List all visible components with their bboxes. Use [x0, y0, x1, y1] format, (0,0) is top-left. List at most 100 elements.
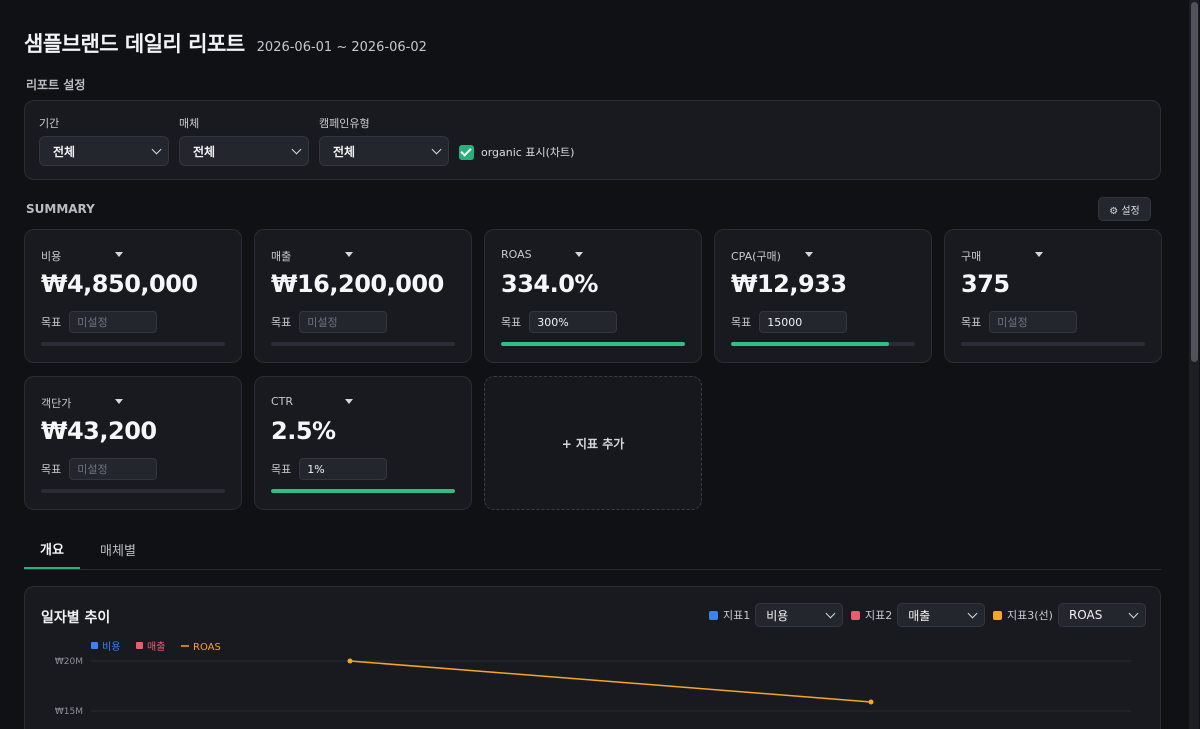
period-filter-label: 기간	[39, 117, 60, 130]
header: 샘플브랜드 데일리 리포트 2026-06-01 ~ 2026-06-02	[24, 28, 427, 58]
media-filter-label: 매체	[179, 117, 200, 130]
page-title: 샘플브랜드 데일리 리포트	[24, 32, 245, 56]
kpi-label[interactable]: CTR	[271, 395, 353, 408]
chevron-down-icon	[291, 144, 302, 154]
goal-label: 목표	[501, 316, 522, 329]
roas-point	[868, 699, 874, 705]
metric3-color-swatch	[993, 610, 1002, 620]
goal-progress-fill	[501, 342, 685, 346]
kpi-value: ₩4,850,000	[41, 270, 198, 298]
kpi-value: 334.0%	[501, 270, 598, 298]
add-metric-button[interactable]: + 지표 추가	[484, 376, 702, 510]
report-settings-label: 리포트 설정	[26, 78, 86, 92]
goal-row: 목표 미설정	[41, 458, 158, 480]
media-filter: 매체 전체	[179, 115, 309, 166]
roas-series-line	[349, 660, 872, 703]
goal-label: 목표	[731, 316, 752, 329]
period-select-value: 전체	[53, 144, 76, 159]
caret-down-icon[interactable]	[575, 252, 583, 257]
date-range: 2026-06-01 ~ 2026-06-02	[256, 40, 427, 55]
kpi-label-text: 구매	[961, 250, 982, 263]
metric3-select[interactable]: ROAS	[1057, 603, 1146, 627]
campaign-type-select[interactable]: 전체	[319, 136, 449, 166]
campaign-type-filter: 캠페인유형 전체	[319, 115, 449, 166]
kpi-card-cost: 비용 ₩4,850,000 목표 미설정	[24, 229, 242, 363]
tab-by-media[interactable]: 매체별	[100, 543, 136, 559]
tab-overview[interactable]: 개요	[24, 530, 80, 569]
period-filter: 기간 전체	[39, 115, 169, 166]
kpi-card-roas: ROAS 334.0% 목표 300%	[484, 229, 702, 363]
legend-swatch-1	[136, 642, 143, 649]
goal-progress-bar	[41, 489, 225, 493]
organic-checkbox-label: organic 표시(차트)	[481, 146, 575, 159]
kpi-label[interactable]: 매출	[271, 248, 353, 264]
kpi-label[interactable]: 비용	[41, 248, 123, 264]
caret-down-icon[interactable]	[115, 399, 123, 404]
report-settings-panel: 기간 전체 매체 전체 캠페인유형 전체 organic 표시(차트)	[24, 100, 1161, 180]
y-tick-label: ₩20M	[55, 657, 83, 667]
goal-progress-bar	[961, 342, 1145, 346]
metric2-selector: 지표2 매출	[851, 603, 986, 627]
goal-input[interactable]: 300%	[529, 311, 618, 333]
kpi-label[interactable]: 구매	[961, 248, 1043, 264]
goal-progress-bar	[501, 342, 685, 346]
metric1-selector: 지표1 비용	[709, 603, 844, 627]
chevron-down-icon	[431, 144, 442, 154]
media-select[interactable]: 전체	[179, 136, 309, 166]
caret-down-icon[interactable]	[345, 399, 353, 404]
metric1-select[interactable]: 비용	[755, 603, 844, 627]
goal-label: 목표	[41, 316, 62, 329]
kpi-label[interactable]: CPA(구매)	[731, 248, 813, 264]
summary-label: SUMMARY	[26, 202, 95, 216]
y-tick-label: ₩15M	[55, 707, 83, 717]
legend-label-0: 비용	[102, 641, 120, 653]
kpi-card-revenue: 매출 ₩16,200,000 목표 미설정	[254, 229, 472, 363]
kpi-card-ctr: CTR 2.5% 목표 1%	[254, 376, 472, 510]
goal-progress-bar	[41, 342, 225, 346]
daily-trend-panel: 일자별 추이 지표1 비용 지표2 매출 지표3(선) ROAS	[24, 586, 1161, 729]
goal-input[interactable]: 미설정	[299, 311, 388, 333]
goal-input[interactable]: 미설정	[69, 458, 158, 480]
goal-input[interactable]: 15000	[759, 311, 848, 333]
goal-row: 목표 300%	[501, 311, 618, 333]
caret-down-icon[interactable]	[115, 252, 123, 257]
kpi-card-cpa: CPA(구매) ₩12,933 목표 15000	[714, 229, 932, 363]
metric3-selector: 지표3(선) ROAS	[993, 603, 1146, 627]
campaign-type-filter-label: 캠페인유형	[319, 117, 370, 130]
period-select[interactable]: 전체	[39, 136, 169, 166]
goal-progress-bar	[271, 342, 455, 346]
goal-label: 목표	[961, 316, 982, 329]
kpi-label[interactable]: 객단가	[41, 395, 123, 411]
kpi-value: ₩16,200,000	[271, 270, 444, 298]
goal-progress-bar	[271, 489, 455, 493]
kpi-value: ₩12,933	[731, 270, 847, 298]
goal-row: 목표 미설정	[271, 311, 388, 333]
caret-down-icon[interactable]	[345, 252, 353, 257]
daily-trend-title: 일자별 추이	[41, 610, 111, 626]
roas-point	[347, 658, 353, 664]
kpi-card-aov: 객단가 ₩43,200 목표 미설정	[24, 376, 242, 510]
caret-down-icon[interactable]	[1035, 252, 1043, 257]
kpi-value: 2.5%	[271, 417, 336, 445]
caret-down-icon[interactable]	[805, 252, 813, 257]
legend-swatch-0	[91, 642, 98, 649]
summary-settings-button[interactable]: ⚙ 설정	[1098, 197, 1151, 221]
scrollbar-thumb[interactable]	[1191, 2, 1198, 362]
goal-input[interactable]: 1%	[299, 458, 388, 480]
goal-label: 목표	[271, 463, 292, 476]
kpi-label-text: ROAS	[501, 248, 532, 261]
metric3-select-value: ROAS	[1068, 608, 1103, 622]
metric2-select[interactable]: 매출	[897, 603, 986, 627]
kpi-label-text: CPA(구매)	[731, 250, 781, 263]
kpi-value: 375	[961, 270, 1010, 298]
organic-toggle[interactable]: organic 표시(차트)	[459, 144, 574, 160]
kpi-label[interactable]: ROAS	[501, 248, 583, 261]
legend-label-2: ROAS	[193, 642, 221, 653]
chevron-down-icon	[151, 144, 162, 154]
page-scrollbar[interactable]	[1189, 0, 1199, 729]
organic-checkbox[interactable]	[459, 144, 474, 160]
goal-input[interactable]: 미설정	[69, 311, 158, 333]
kpi-label-text: 매출	[271, 250, 292, 263]
kpi-label-text: CTR	[271, 395, 294, 408]
goal-input[interactable]: 미설정	[989, 311, 1078, 333]
